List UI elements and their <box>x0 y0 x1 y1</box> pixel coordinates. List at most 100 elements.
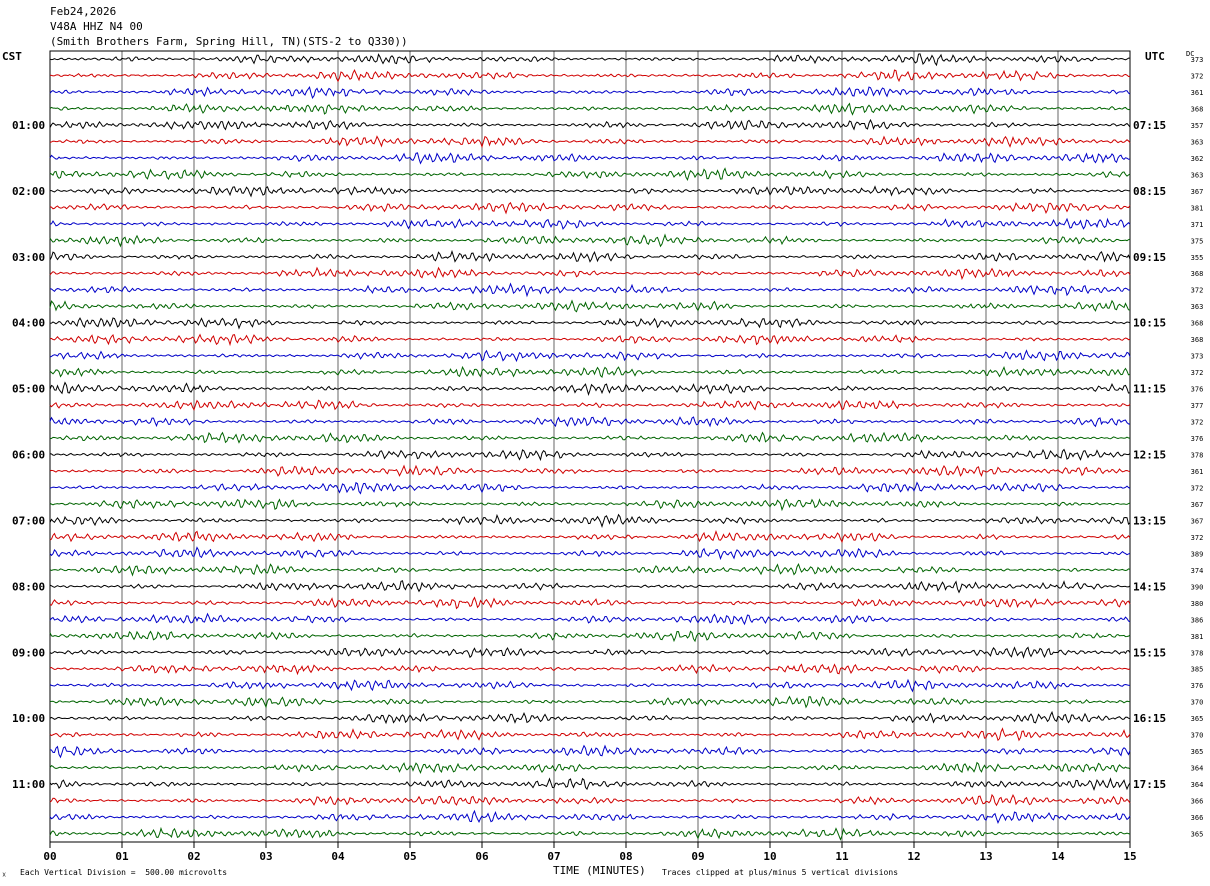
x-tick-label: 06 <box>475 850 489 863</box>
trace-line <box>49 663 1131 676</box>
dc-value: 377 <box>1191 402 1204 410</box>
trace-line <box>49 744 1131 759</box>
dc-value: 381 <box>1191 633 1204 641</box>
utc-hour-label: 12:15 <box>1133 449 1166 462</box>
trace-line <box>49 266 1131 281</box>
trace-line <box>49 777 1131 791</box>
footer-corner-mark: ☓ <box>2 871 7 879</box>
plot-grid <box>49 50 1131 843</box>
dc-value: 389 <box>1191 550 1204 558</box>
time-axis: 00 01 02 03 04 05 06 07 08 09 10 11 12 13 14 15 <box>43 842 1137 863</box>
trace-line <box>49 498 1131 512</box>
utc-hour-label: 08:15 <box>1133 185 1166 198</box>
cst-hour-label: 06:00 <box>12 449 45 462</box>
dc-value: 376 <box>1191 386 1204 394</box>
trace-line <box>49 381 1131 396</box>
x-tick-label: 01 <box>115 850 129 863</box>
utc-hour-label: 09:15 <box>1133 251 1166 264</box>
trace-line <box>49 85 1131 99</box>
trace-line <box>49 513 1131 529</box>
row-labels: 373 372 361 368 357 01:00 07:15 363 362 363 367 02:… <box>12 56 1203 839</box>
utc-hour-label: 16:15 <box>1133 712 1166 725</box>
dc-value: 390 <box>1191 583 1204 591</box>
trace-line <box>49 695 1131 709</box>
dc-value: 368 <box>1191 320 1204 328</box>
cst-hour-label: 11:00 <box>12 778 45 791</box>
footer-clip-note: Traces clipped at plus/minus 5 vertical … <box>662 868 899 877</box>
x-tick-label: 04 <box>331 850 345 863</box>
x-tick-label: 15 <box>1123 850 1136 863</box>
dc-value: 381 <box>1191 204 1204 212</box>
dc-value: 375 <box>1191 237 1204 245</box>
dc-value: 370 <box>1191 699 1204 707</box>
cst-hour-label: 08:00 <box>12 580 45 593</box>
trace-line <box>49 546 1131 561</box>
cst-hour-label: 10:00 <box>12 712 45 725</box>
trace-line <box>49 678 1131 693</box>
dc-value: 361 <box>1191 89 1204 97</box>
utc-hour-label: 17:15 <box>1133 778 1166 791</box>
dc-value: 366 <box>1191 798 1204 806</box>
utc-hour-label: 11:15 <box>1133 383 1166 396</box>
dc-value: 367 <box>1191 517 1204 525</box>
trace-line <box>49 727 1131 742</box>
dc-value: 367 <box>1191 188 1204 196</box>
cst-hour-label: 01:00 <box>12 119 45 132</box>
dc-value: 357 <box>1191 122 1204 130</box>
x-tick-label: 14 <box>1051 850 1065 863</box>
dc-value: 372 <box>1191 72 1204 80</box>
dc-value: 367 <box>1191 501 1204 509</box>
trace-line <box>49 793 1131 807</box>
x-tick-label: 10 <box>763 850 776 863</box>
left-zone-label: CST <box>2 50 22 63</box>
trace-line <box>49 118 1131 131</box>
dc-value: 363 <box>1191 138 1204 146</box>
trace-line <box>49 135 1131 149</box>
trace-line <box>49 710 1131 725</box>
trace-line <box>49 349 1131 363</box>
trace-line <box>49 365 1131 378</box>
dc-value: 364 <box>1191 765 1204 773</box>
trace-line <box>49 826 1131 841</box>
dc-value: 372 <box>1191 369 1204 377</box>
trace-line <box>49 464 1131 477</box>
utc-hour-label: 14:15 <box>1133 580 1166 593</box>
trace-line <box>49 249 1131 263</box>
cst-hour-label: 03:00 <box>12 251 45 264</box>
dc-value: 365 <box>1191 831 1204 839</box>
utc-hour-label: 10:15 <box>1133 317 1166 330</box>
dc-value: 371 <box>1191 221 1204 229</box>
dc-value: 362 <box>1191 155 1204 163</box>
trace-line <box>49 201 1131 215</box>
dc-value: 368 <box>1191 336 1204 344</box>
trace-group <box>49 53 1131 841</box>
dc-value: 385 <box>1191 666 1204 674</box>
trace-line <box>49 431 1131 444</box>
dc-value: 376 <box>1191 682 1204 690</box>
x-axis-label: TIME (MINUTES) <box>553 864 646 877</box>
dc-value: 372 <box>1191 287 1204 295</box>
trace-line <box>49 809 1131 824</box>
x-tick-label: 05 <box>403 850 416 863</box>
trace-line <box>49 416 1131 428</box>
right-zone-label: UTC <box>1145 50 1165 63</box>
header-site: (Smith Brothers Farm, Spring Hill, TN)(S… <box>50 35 408 48</box>
dc-value: 373 <box>1191 56 1204 64</box>
trace-line <box>49 646 1131 659</box>
dc-value: 372 <box>1191 484 1204 492</box>
trace-line <box>49 217 1131 230</box>
trace-line <box>49 102 1131 116</box>
dc-value: 365 <box>1191 748 1204 756</box>
cst-hour-label: 05:00 <box>12 383 45 396</box>
trace-line <box>49 529 1131 544</box>
dc-value: 368 <box>1191 270 1204 278</box>
trace-line <box>49 580 1131 594</box>
footer-vertical-division: Each Vertical Division = 500.00 microvol… <box>20 868 228 877</box>
dc-value: 370 <box>1191 732 1204 740</box>
dc-value: 365 <box>1191 715 1204 723</box>
trace-line <box>49 185 1131 198</box>
dc-value: 374 <box>1191 567 1204 575</box>
trace-line <box>49 167 1131 182</box>
dc-value: 363 <box>1191 171 1204 179</box>
trace-line <box>49 448 1131 462</box>
